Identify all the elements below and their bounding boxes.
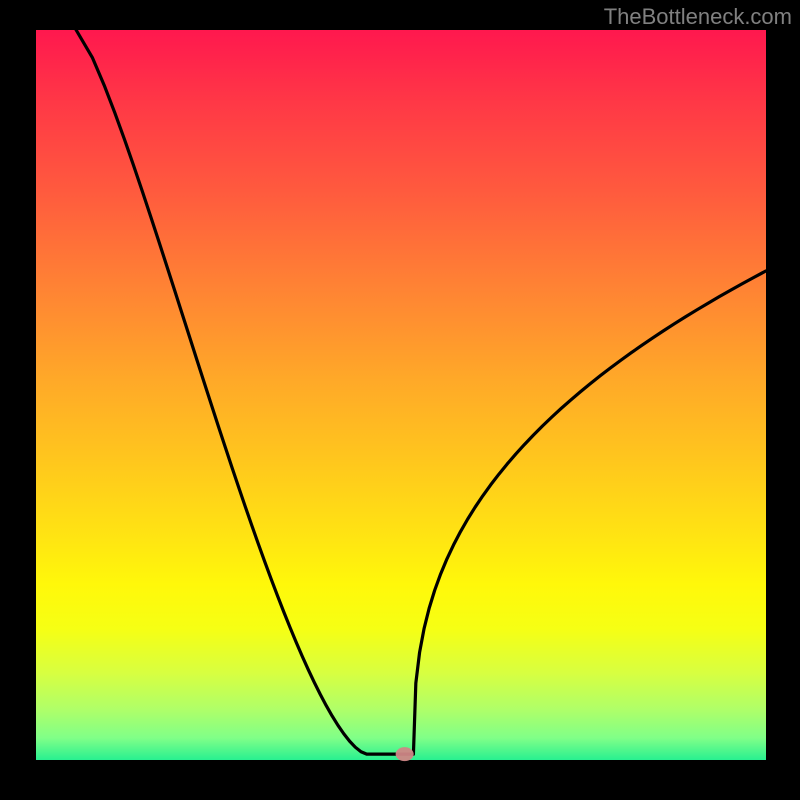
chart-container: TheBottleneck.com (0, 0, 800, 800)
bottleneck-chart (0, 0, 800, 800)
minimum-marker (396, 747, 414, 761)
plot-background (36, 30, 766, 760)
watermark-text: TheBottleneck.com (604, 4, 792, 30)
